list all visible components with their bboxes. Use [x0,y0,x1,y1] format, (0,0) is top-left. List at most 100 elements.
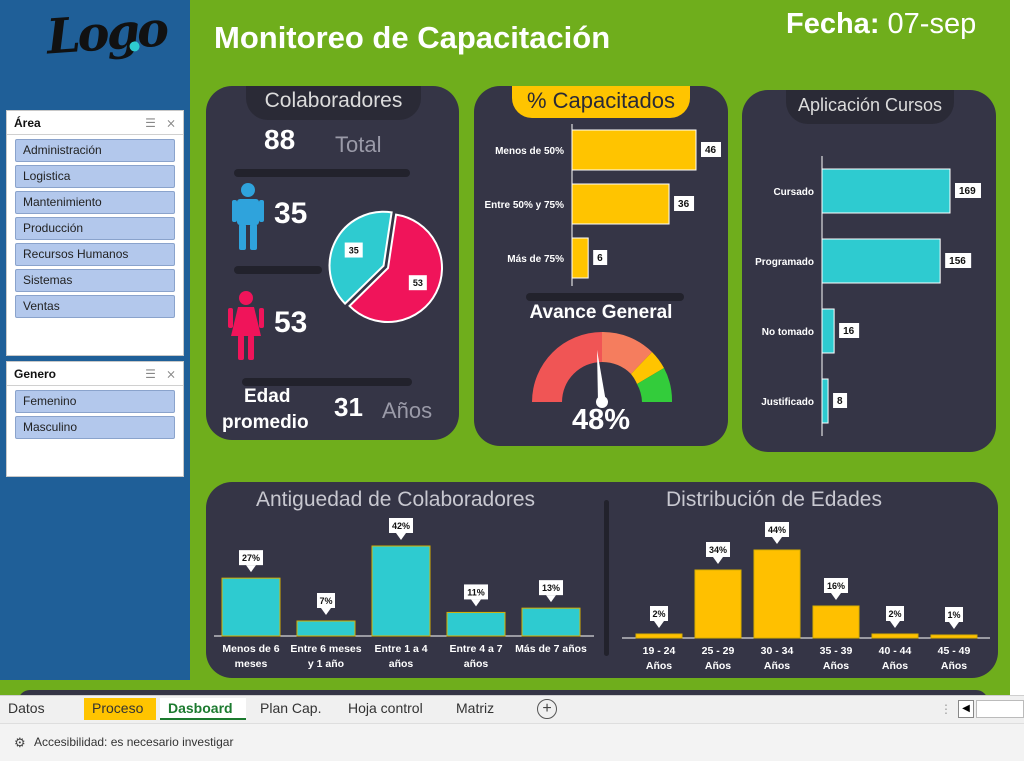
slicer-item-genero-1[interactable]: Masculino [15,416,175,439]
bar-category-label: Más de 75% [507,254,564,265]
bottom-card: Antiguedad de Colaboradores Distribución… [206,482,998,678]
add-sheet-button[interactable]: + [537,699,557,719]
colaboradores-card: Colaboradores 88 Total 35 [206,86,459,440]
accessibility-status[interactable]: Accesibilidad: es necesario investigar [34,735,234,749]
bar-category-label: años [464,658,489,670]
slicer-item-area-6[interactable]: Ventas [15,295,175,318]
slicer-area-title: Área [14,115,41,130]
date-label: Fecha: [786,8,880,40]
slicer-genero-title: Genero [14,366,57,381]
page-title: Monitoreo de Capacitación [214,20,611,55]
bar [571,237,589,279]
bar-value-label: 36 [678,199,690,210]
bar-value-label: 169 [959,186,976,197]
female-count: 53 [274,306,308,339]
edad-label-2: promedio [222,412,309,433]
bar-category-label: Menos de 6 [222,643,279,655]
callout-arrow [471,599,481,607]
total-label: Total [335,132,382,157]
bar-category-label: Años [646,660,672,672]
logo: Logo [44,1,168,66]
slicer-item-area-2[interactable]: Mantenimiento [15,191,175,214]
horizontal-scrollbar[interactable] [976,700,1024,718]
edad-unit: Años [382,398,433,423]
bar-category-label: y 1 año [308,658,344,670]
slicer-area: Área ☰ ⨯ Administración Logistica Mantenim… [6,110,184,356]
bar-value-label: 34% [709,545,727,555]
scroll-left-button[interactable]: ◀ [958,700,974,718]
bar [821,378,829,424]
lower-card-edge [18,690,988,695]
bar-category-label: años [389,658,414,670]
bar-category-label: Años [705,660,731,672]
bar [812,605,860,639]
slicer-item-area-5[interactable]: Sistemas [15,269,175,292]
aplicacion-card: Aplicación Cursos Cursado 169 Programado 15… [742,90,996,452]
pie-label-box [344,242,363,258]
dashboard-canvas: Logo Área ☰ ⨯ Administración Logistica Man… [0,0,1010,695]
bar-category-label: 25 - 29 [702,645,735,657]
slicer-item-area-3[interactable]: Producción [15,217,175,240]
sheet-tab-1[interactable]: Proceso [84,698,156,720]
bar-value-box [701,142,721,157]
status-bar: ⚙ Accesibilidad: es necesario investigar [0,723,1024,761]
callout-arrow [890,621,900,628]
bar-value-label: 6 [597,253,603,264]
bar-value-box [839,323,860,338]
bar-value-label: 2% [652,609,665,619]
callout-arrow [246,565,256,573]
total-value: 88 [264,124,296,155]
bar-category-label: 19 - 24 [643,645,676,657]
slicer-genero: Genero ☰ ⨯ Femenino Masculino [6,361,184,477]
bar-category-label: Años [823,660,849,672]
multi-select-icon[interactable]: ☰ [145,115,156,130]
sheet-tab-0[interactable]: Datos Base [8,700,45,736]
sheet-tab-3[interactable]: Plan Cap. [260,700,322,716]
bar-category-label: 30 - 34 [761,645,794,657]
bar [821,168,951,214]
accessibility-icon[interactable]: ⚙ [14,735,26,750]
bar-category-label: No tomado [762,327,814,338]
sheet-tab-4[interactable]: Hoja control [348,700,423,716]
clear-filter-icon[interactable]: ⨯ [165,115,176,130]
slicer-item-area-4[interactable]: Recursos Humanos [15,243,175,266]
bar-value-label: 42% [392,521,410,531]
callout-arrow [396,533,406,540]
callout-box [239,550,263,566]
sheet-tab-2[interactable]: Dasboard [160,698,246,720]
slicer-item-genero-0[interactable]: Femenino [15,390,175,413]
colaboradores-title: Colaboradores [246,86,421,120]
date-display: Fecha: 07-sep [786,8,976,41]
bar-value-label: 46 [705,145,717,156]
bar [521,607,581,637]
bar-value-label: 156 [949,256,966,267]
clear-filter-icon[interactable]: ⨯ [165,366,176,381]
callout-arrow [831,593,841,600]
bar [446,611,506,637]
bar-category-label: Entre 6 meses [290,643,361,655]
male-icon [232,183,264,250]
sheet-tab-5[interactable]: Matriz [456,700,495,716]
edades-bar-chart: 2% 19 - 24 Años 34% 25 - 29 Años 44% 30 - 34 Año… [622,522,990,672]
capacitados-title: % Capacitados [512,86,690,118]
bar-category-label: Años [764,660,790,672]
callout-box [389,518,413,533]
bar-category-label: Entre 1 a 4 [374,643,427,655]
bar [635,633,683,639]
multi-select-icon[interactable]: ☰ [145,366,156,381]
divider [242,378,412,386]
bar [930,634,978,639]
bar-category-label: Más de 7 años [515,643,587,655]
bar [296,620,356,637]
bar-category-label: 35 - 39 [820,645,853,657]
antiguedad-title: Antiguedad de Colaboradores [256,488,536,511]
slicer-item-area-0[interactable]: Administración [15,139,175,162]
edad-value: 31 [334,392,363,422]
callout-arrow [546,595,556,603]
slicer-item-area-1[interactable]: Logistica [15,165,175,188]
bar [571,129,697,171]
bar [221,577,281,637]
pie-label-box [408,275,427,291]
tab-options-icon[interactable]: ⋮ [940,702,952,716]
